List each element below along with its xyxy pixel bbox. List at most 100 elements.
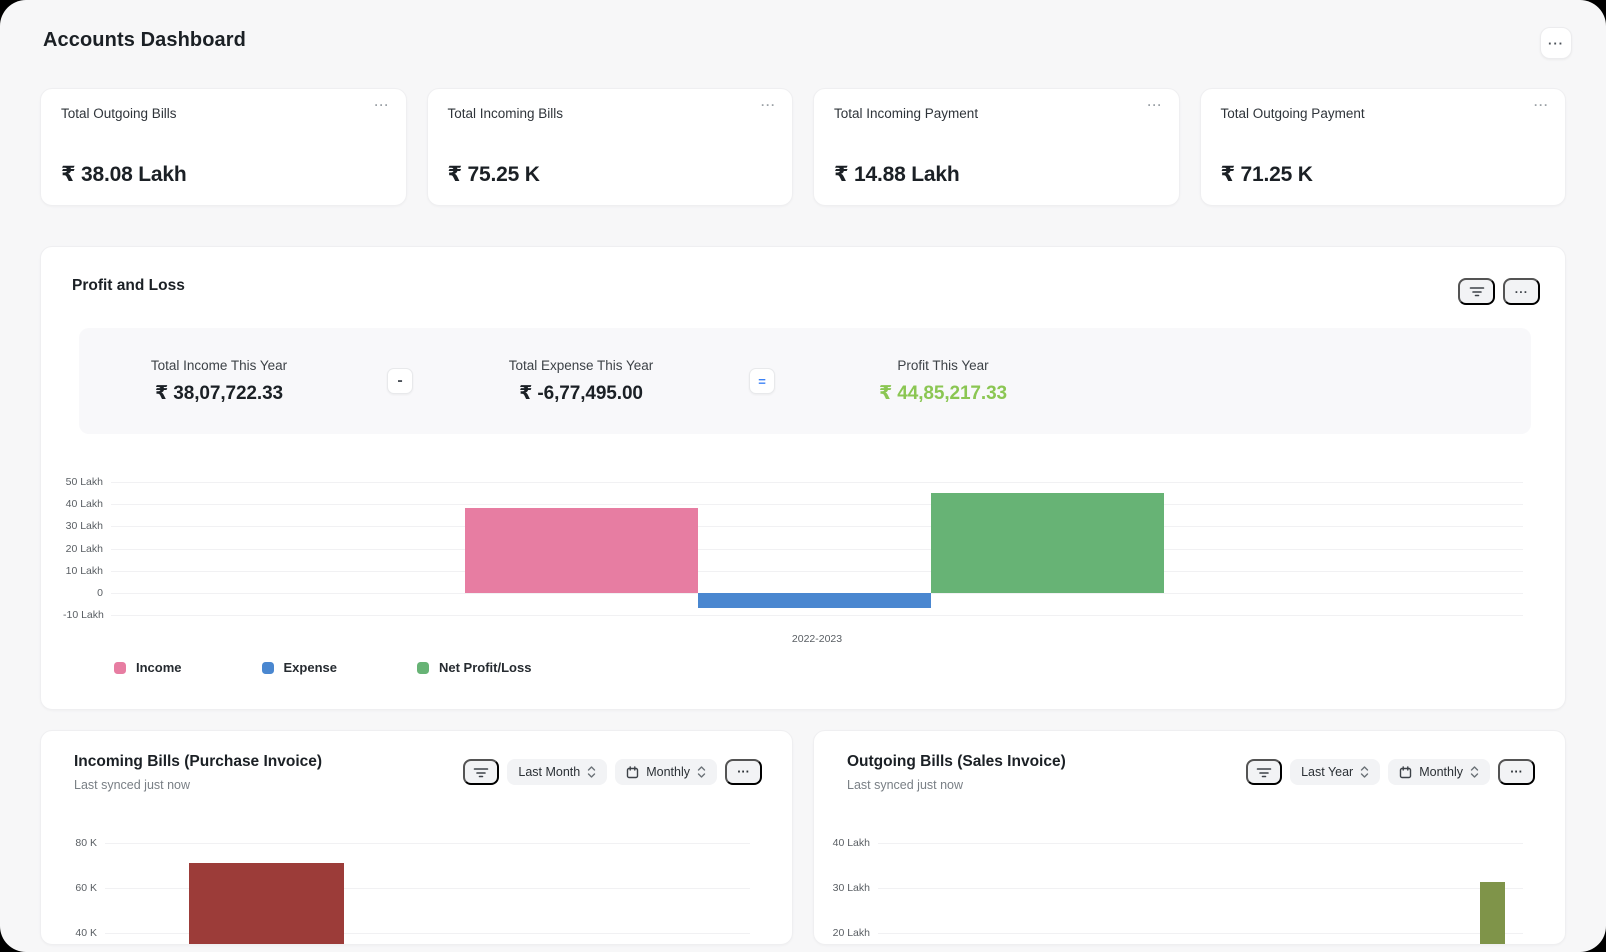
- stat-value: ₹ 44,85,217.33: [878, 382, 1008, 404]
- bills-row: Incoming Bills (Purchase Invoice) Last s…: [40, 730, 1566, 945]
- stat-label: Profit This Year: [897, 357, 989, 373]
- panel-title: Outgoing Bills (Sales Invoice): [847, 753, 1066, 770]
- legend-item-net-profit-loss[interactable]: Net Profit/Loss: [417, 660, 531, 675]
- legend-item-income[interactable]: Income: [114, 660, 182, 675]
- incoming-bills-chart: 80 K 60 K 40 K: [49, 827, 750, 944]
- y-axis-tick-label: 40 Lakh: [832, 837, 870, 849]
- granularity-filter-dropdown[interactable]: Monthly: [615, 759, 717, 785]
- outgoing-bills-chart: 40 Lakh 30 Lakh 20 Lakh: [822, 827, 1523, 944]
- period-filter-dropdown[interactable]: Last Month: [507, 759, 608, 785]
- stat-total-income: Total Income This Year ₹ 38,07,722.33: [79, 358, 359, 405]
- plot-area: 2022-2023: [111, 472, 1523, 657]
- gridline: [878, 933, 1523, 934]
- legend-item-expense[interactable]: Expense: [261, 660, 337, 675]
- page-title: Accounts Dashboard: [43, 29, 246, 51]
- kpi-value: ₹ 14.88 Lakh: [834, 163, 960, 186]
- period-filter-dropdown[interactable]: Last Year: [1290, 759, 1381, 785]
- kpi-label: Total Outgoing Payment: [1220, 106, 1365, 121]
- panel-more-button[interactable]: ···: [1503, 278, 1540, 305]
- bill-head: Incoming Bills (Purchase Invoice) Last s…: [74, 753, 322, 792]
- y-axis-tick-label: -10 Lakh: [63, 609, 104, 622]
- kpi-more-button[interactable]: ···: [374, 98, 390, 112]
- y-axis-tick-label: 10 Lakh: [65, 564, 103, 577]
- stat-value: ₹ -6,77,495.00: [519, 382, 643, 404]
- kpi-value: ₹ 38.08 Lakh: [61, 163, 187, 186]
- sort-chevrons-icon: [697, 766, 706, 778]
- panel-actions: ···: [1458, 278, 1540, 305]
- legend-label: Expense: [283, 660, 337, 675]
- ellipsis-icon: ···: [1514, 284, 1529, 299]
- minus-operator-badge: -: [387, 368, 413, 394]
- kpi-card-total-outgoing-payment: Total Outgoing Payment ··· ₹ 71.25 K: [1199, 88, 1566, 206]
- filter-icon: [474, 767, 489, 777]
- legend-swatch: [417, 661, 429, 674]
- filter-icon: [1256, 767, 1272, 777]
- kpi-label: Total Incoming Bills: [447, 106, 564, 121]
- sort-chevrons-icon: [1470, 766, 1479, 778]
- y-axis-tick-label: 40 Lakh: [65, 498, 103, 511]
- gridline: [111, 615, 1523, 617]
- outgoing-bills-panel: Outgoing Bills (Sales Invoice) Last sync…: [813, 730, 1566, 945]
- filter-icon: [1469, 287, 1484, 297]
- panel-more-button[interactable]: ···: [725, 759, 762, 785]
- gridline: [111, 526, 1523, 528]
- kpi-row: Total Outgoing Bills ··· ₹ 38.08 Lakh To…: [40, 88, 1566, 206]
- equals-operator-badge: =: [749, 368, 775, 394]
- granularity-filter-value: Monthly: [646, 765, 690, 779]
- filter-button[interactable]: [1458, 278, 1495, 305]
- bar-outgoing-bills[interactable]: [1479, 882, 1505, 944]
- gridline: [111, 482, 1523, 483]
- profit-loss-legend: Income Expense Net Profit/Loss: [114, 660, 531, 675]
- gridline: [111, 570, 1523, 572]
- stat-value: ₹ 38,07,722.33: [154, 382, 284, 404]
- kpi-label: Total Outgoing Bills: [61, 106, 177, 121]
- bar-net-profit-loss[interactable]: [930, 493, 1164, 593]
- bill-head: Outgoing Bills (Sales Invoice) Last sync…: [847, 753, 1066, 792]
- last-synced-text: Last synced just now: [847, 778, 964, 792]
- period-filter-value: Last Year: [1301, 765, 1354, 779]
- y-axis-tick-label: 40 K: [75, 927, 97, 939]
- x-axis-category-label: 2022-2023: [791, 633, 843, 645]
- stat-total-expense: Total Expense This Year ₹ -6,77,495.00: [441, 358, 721, 405]
- filter-button[interactable]: [1246, 759, 1283, 785]
- stat-label: Total Expense This Year: [508, 357, 654, 373]
- kpi-card-total-incoming-bills: Total Incoming Bills ··· ₹ 75.25 K: [426, 88, 793, 206]
- kpi-label: Total Incoming Payment: [834, 106, 979, 121]
- page-more-button[interactable]: ···: [1540, 27, 1572, 59]
- period-filter-value: Last Month: [518, 765, 581, 779]
- y-axis-tick-label: 30 Lakh: [832, 882, 870, 894]
- y-axis-tick-label: 20 Lakh: [65, 542, 103, 555]
- bar-income[interactable]: [464, 508, 698, 593]
- y-axis-tick-label: 50 Lakh: [65, 476, 103, 488]
- panel-more-button[interactable]: ···: [1498, 759, 1535, 785]
- gridline: [111, 504, 1523, 506]
- bar-incoming-bills[interactable]: [189, 863, 345, 944]
- stat-profit: Profit This Year ₹ 44,85,217.33: [803, 358, 1083, 405]
- kpi-more-button[interactable]: ···: [1147, 98, 1163, 112]
- kpi-more-button[interactable]: ···: [761, 98, 776, 112]
- profit-loss-chart: 50 Lakh 40 Lakh 30 Lakh 20 Lakh 10 Lakh 0 -10 …: [63, 472, 1523, 657]
- calendar-icon: [1400, 765, 1412, 778]
- gridline: [878, 888, 1523, 889]
- legend-label: Income: [136, 660, 182, 675]
- kpi-card-total-outgoing-bills: Total Outgoing Bills ··· ₹ 38.08 Lakh: [40, 88, 407, 206]
- gridline: [105, 843, 750, 844]
- bar-expense[interactable]: [697, 593, 931, 609]
- y-axis-tick-label: 80 K: [75, 837, 97, 849]
- filter-button[interactable]: [463, 759, 500, 785]
- sort-chevrons-icon: [1361, 766, 1369, 778]
- gridline: [105, 933, 750, 934]
- plot-area: [878, 827, 1523, 944]
- kpi-card-total-incoming-payment: Total Incoming Payment ··· ₹ 14.88 Lakh: [813, 88, 1180, 206]
- kpi-more-button[interactable]: ···: [1534, 98, 1549, 112]
- granularity-filter-dropdown[interactable]: Monthly: [1388, 759, 1490, 785]
- ellipsis-icon: ···: [1548, 35, 1564, 51]
- kpi-value: ₹ 75.25 K: [447, 163, 540, 186]
- gridline: [111, 548, 1523, 550]
- legend-swatch: [261, 661, 274, 674]
- plot-area: [105, 827, 750, 944]
- bill-controls: Last Year Monthly ···: [1246, 759, 1535, 785]
- profit-loss-summary: Total Income This Year ₹ 38,07,722.33 - …: [79, 328, 1531, 434]
- legend-swatch: [114, 661, 126, 674]
